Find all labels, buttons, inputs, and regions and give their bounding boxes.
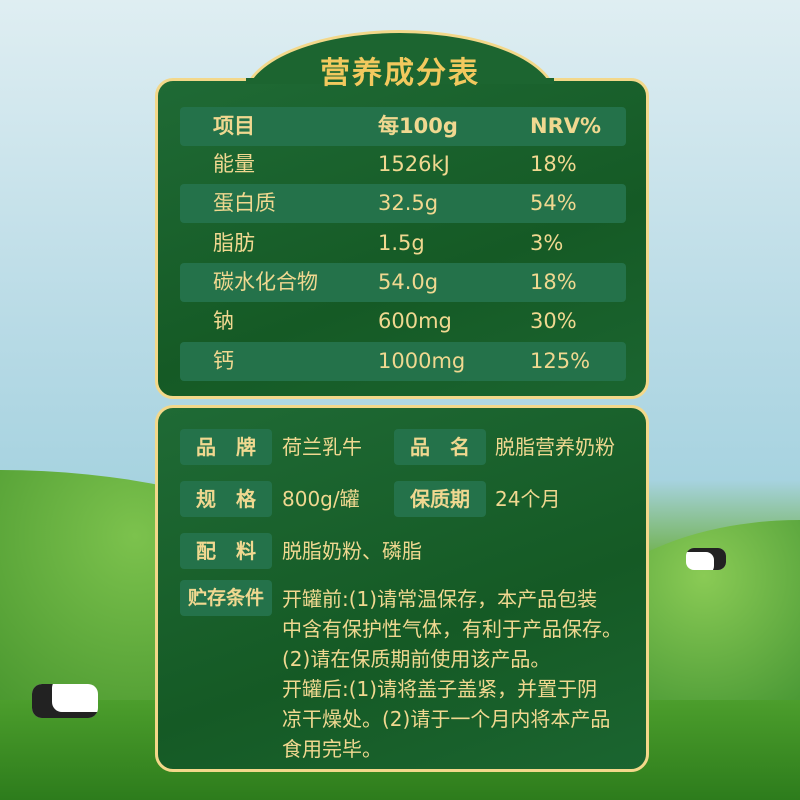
brand-label: 品 牌: [180, 429, 272, 465]
header-per100g: 每100g: [378, 114, 458, 138]
name-value: 脱脂营养奶粉: [495, 435, 615, 459]
nutrient-name: 钠: [213, 309, 234, 334]
nutrient-name: 能量: [213, 152, 255, 176]
nrv-value: 30%: [530, 309, 577, 334]
spec-value: 800g/罐: [282, 487, 360, 511]
brand-value: 荷兰乳牛: [282, 435, 362, 459]
storage-text: 开罐前:(1)请常温保存，本产品包装 中含有保护性气体，有利于产品保存。 (2)…: [282, 584, 642, 764]
nrv-value: 125%: [530, 348, 591, 373]
storage-line: 中含有保护性气体，有利于产品保存。: [282, 617, 622, 641]
per100g-value: 1000mg: [378, 348, 466, 373]
nutrient-name: 碳水化合物: [213, 269, 318, 294]
per100g-value: 54.0g: [378, 269, 439, 294]
per100g-value: 600mg: [378, 309, 452, 334]
header-item: 项目: [213, 114, 255, 138]
table-row: 碳水化合物 54.0g 18%: [180, 262, 626, 302]
storage-line: 凉干燥处。(2)请于一个月内将本产品: [282, 707, 611, 731]
table-row: 钙 1000mg 125%: [180, 341, 626, 381]
shelf-label: 保质期: [394, 481, 486, 517]
table-row: 钠 600mg 30%: [180, 302, 626, 341]
cow-right: [686, 548, 726, 570]
name-label: 品 名: [394, 429, 486, 465]
header-nrv: NRV%: [530, 114, 602, 138]
storage-line: 食用完毕。: [282, 737, 382, 761]
nrv-value: 18%: [530, 269, 577, 294]
nrv-value: 18%: [530, 152, 577, 176]
tab-join-cover: [246, 78, 554, 84]
nutrient-name: 脂肪: [213, 230, 255, 255]
nrv-value: 3%: [530, 230, 564, 255]
nrv-value: 54%: [530, 191, 577, 216]
table-row: 蛋白质 32.5g 54%: [180, 184, 626, 224]
ingredients-value: 脱脂奶粉、磷脂: [282, 539, 422, 563]
nutrition-title: 营养成分表: [320, 56, 480, 91]
table-row: 脂肪 1.5g 3%: [180, 224, 626, 263]
storage-line: (2)请在保质期前使用该产品。: [282, 647, 551, 671]
shelf-value: 24个月: [495, 487, 561, 511]
storage-label: 贮存条件: [180, 580, 272, 616]
storage-line: 开罐前:(1)请常温保存，本产品包装: [282, 587, 598, 611]
nutrient-name: 蛋白质: [213, 191, 276, 216]
per100g-value: 1.5g: [378, 230, 425, 255]
per100g-value: 1526kJ: [378, 152, 450, 176]
storage-line: 开罐后:(1)请将盖子盖紧，并置于阴: [282, 677, 598, 701]
spec-label: 规 格: [180, 481, 272, 517]
nutrient-name: 钙: [213, 348, 234, 373]
table-row: 能量 1526kJ 18%: [180, 145, 626, 184]
ingredients-label: 配 料: [180, 533, 272, 569]
cow-left: [32, 684, 98, 718]
per100g-value: 32.5g: [378, 191, 439, 216]
table-header: 项目 每100g NRV%: [180, 107, 626, 146]
